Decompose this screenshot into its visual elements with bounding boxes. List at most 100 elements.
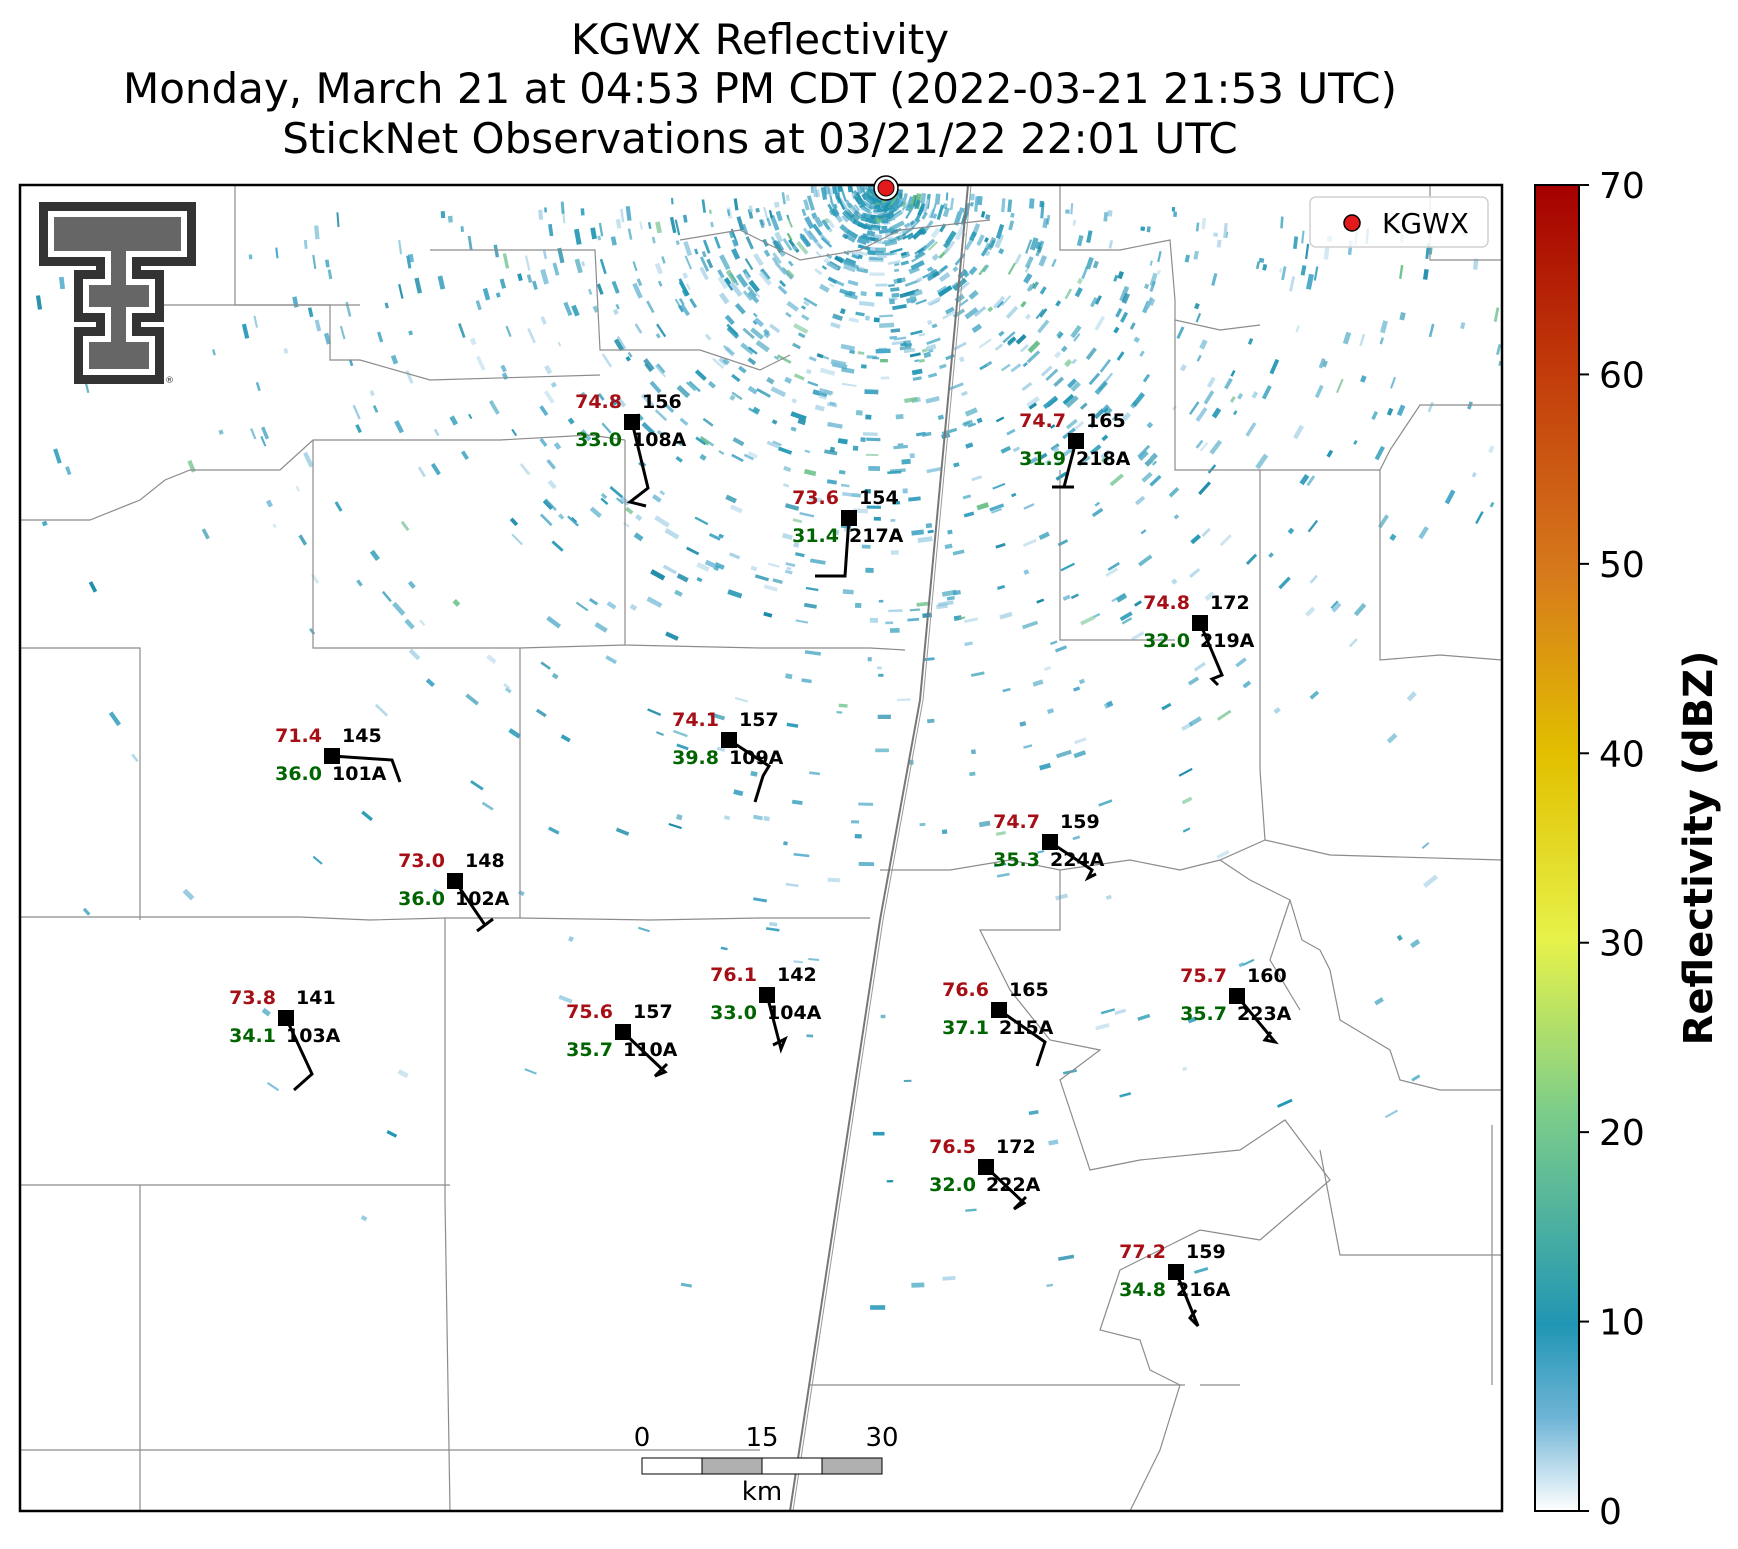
station-dewpoint: 39.8 [672, 747, 719, 769]
station-dewpoint: 31.4 [792, 525, 839, 547]
station-marker-icon[interactable] [1168, 1264, 1184, 1280]
station-id: 219A [1200, 630, 1255, 652]
station-215A[interactable]: 76.6 165 37.1 215A [942, 979, 1054, 1067]
station-219A[interactable]: 74.8 172 32.0 219A [1143, 592, 1255, 687]
station-id: 222A [986, 1174, 1041, 1196]
station-id: 101A [332, 763, 387, 785]
station-temperature: 75.7 [1180, 965, 1227, 987]
station-temperature: 74.7 [1019, 410, 1066, 432]
station-pressure: 159 [1060, 811, 1100, 833]
map-legend: KGWX [1309, 196, 1489, 248]
station-id: 104A [767, 1002, 822, 1024]
station-id: 103A [286, 1025, 341, 1047]
kgwx-site-marker[interactable] [877, 179, 895, 197]
scale-unit: km [742, 1477, 782, 1507]
station-108A[interactable]: 74.8 156 33.0 108A [575, 391, 687, 508]
wind-barb-icon [1052, 440, 1078, 489]
colorbar-tick-label: 10 [1599, 1303, 1645, 1344]
station-id: 224A [1050, 849, 1105, 871]
station-dewpoint: 31.9 [1019, 448, 1066, 470]
wind-barb-icon [1235, 995, 1279, 1045]
station-109A[interactable]: 74.1 157 39.8 109A [672, 709, 784, 803]
station-marker-icon[interactable] [1192, 615, 1208, 631]
station-marker-icon[interactable] [841, 510, 857, 526]
scale-label-0: 0 [634, 1423, 651, 1453]
wind-barb-icon [765, 994, 788, 1054]
station-dewpoint: 33.0 [575, 429, 622, 451]
station-dewpoint: 36.0 [398, 888, 445, 910]
station-id: 108A [632, 429, 687, 451]
station-pressure: 159 [1186, 1241, 1226, 1263]
station-id: 217A [849, 525, 904, 547]
station-pressure: 148 [465, 850, 505, 872]
station-temperature: 74.8 [575, 391, 622, 413]
station-dewpoint: 32.0 [929, 1174, 976, 1196]
station-pressure: 154 [859, 487, 899, 509]
station-pressure: 172 [996, 1136, 1036, 1158]
colorbar-tick-label: 40 [1599, 734, 1645, 775]
station-224A[interactable]: 74.7 159 35.3 224A [993, 811, 1105, 882]
wind-barb-icon [331, 754, 402, 783]
station-id: 109A [729, 747, 784, 769]
wind-barb-icon [453, 880, 494, 933]
station-marker-icon[interactable] [447, 873, 463, 889]
station-marker-icon[interactable] [721, 732, 737, 748]
station-pressure: 157 [739, 709, 779, 731]
station-marker-icon[interactable] [615, 1024, 631, 1040]
station-id: 102A [455, 888, 510, 910]
station-101A[interactable]: 71.4 145 36.0 101A [275, 725, 402, 785]
station-pressure: 165 [1086, 410, 1126, 432]
colorbar-label: Reflectivity (dBZ) [1676, 651, 1722, 1046]
colorbar-tick-label: 30 [1599, 924, 1645, 965]
scale-label-30: 30 [865, 1423, 898, 1453]
station-id: 215A [999, 1017, 1054, 1039]
station-marker-icon[interactable] [1229, 988, 1245, 1004]
station-marker-icon[interactable] [991, 1002, 1007, 1018]
station-marker-icon[interactable] [324, 748, 340, 764]
station-temperature: 74.8 [1143, 592, 1190, 614]
colorbar-tick-label: 0 [1599, 1492, 1622, 1533]
station-223A[interactable]: 75.7 160 35.7 223A [1180, 965, 1292, 1045]
station-marker-icon[interactable] [278, 1010, 294, 1026]
wind-barb-icon [1198, 622, 1224, 687]
station-pressure: 145 [342, 725, 382, 747]
scale-label-15: 15 [745, 1423, 778, 1453]
station-dewpoint: 33.0 [710, 1002, 757, 1024]
station-pressure: 172 [1210, 592, 1250, 614]
station-marker-icon[interactable] [759, 987, 775, 1003]
title-line-2: Monday, March 21 at 04:53 PM CDT (2022-0… [123, 64, 1397, 113]
legend-label: KGWX [1382, 207, 1469, 240]
colorbar-tick-label: 20 [1599, 1113, 1645, 1154]
colorbar-ticks: 0 10 20 30 40 50 60 70 [1579, 166, 1645, 1533]
map-frame [18, 183, 1504, 1513]
station-102A[interactable]: 73.0 148 36.0 102A [398, 850, 510, 933]
station-id: 218A [1076, 448, 1131, 470]
station-104A[interactable]: 76.1 142 33.0 104A [710, 964, 822, 1054]
station-marker-icon[interactable] [978, 1159, 994, 1175]
station-218A[interactable]: 74.7 165 31.9 218A [1019, 410, 1131, 489]
station-temperature: 74.7 [993, 811, 1040, 833]
wind-barb-icon [621, 1030, 669, 1078]
wind-barb-icon [998, 1008, 1047, 1067]
station-temperature: 73.8 [229, 987, 276, 1009]
station-marker-icon[interactable] [1068, 433, 1084, 449]
station-216A[interactable]: 77.2 159 34.8 216A [1119, 1241, 1231, 1328]
title-line-1: KGWX Reflectivity [571, 15, 949, 64]
colorbar-tick-label: 50 [1599, 545, 1645, 586]
station-temperature: 73.0 [398, 850, 445, 872]
station-110A[interactable]: 75.6 157 35.7 110A [566, 1001, 678, 1078]
map-panel[interactable]: KGWX ® 74.8 156 33.0 108A 74.7 165 31.9 218A 73.… [18, 175, 1504, 1513]
station-103A[interactable]: 73.8 141 34.1 103A [229, 987, 341, 1092]
scale-bar: 0 15 30 km [634, 1423, 899, 1507]
title-line-3: StickNet Observations at 03/21/22 22:01 … [282, 114, 1237, 163]
station-217A[interactable]: 73.6 154 31.4 217A [792, 487, 904, 578]
station-222A[interactable]: 76.5 172 32.0 222A [929, 1136, 1041, 1211]
station-marker-icon[interactable] [1042, 834, 1058, 850]
station-id: 216A [1176, 1279, 1231, 1301]
legend-marker-icon [1343, 214, 1361, 232]
colorbar-tick-label: 60 [1599, 355, 1645, 396]
station-marker-icon[interactable] [624, 414, 640, 430]
wind-barb-icon [728, 738, 772, 803]
station-temperature: 74.1 [672, 709, 719, 731]
